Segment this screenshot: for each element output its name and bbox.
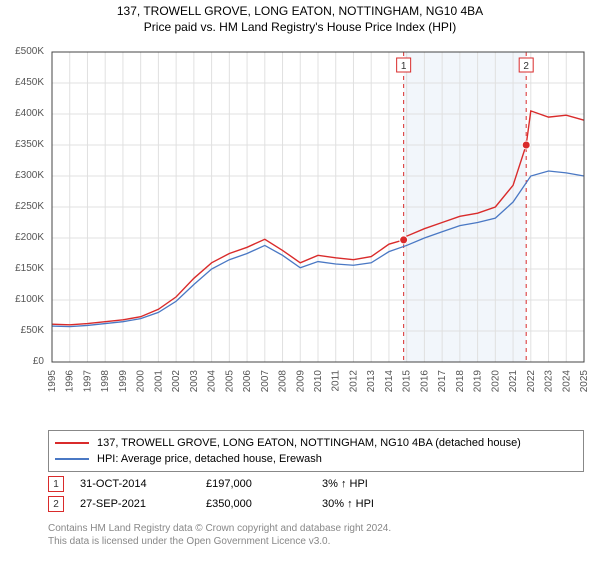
svg-text:2025: 2025 xyxy=(579,370,588,393)
legend-swatch xyxy=(55,442,89,444)
svg-text:2000: 2000 xyxy=(136,370,147,393)
chart-title-line2: Price paid vs. HM Land Registry's House … xyxy=(0,20,600,34)
svg-text:2001: 2001 xyxy=(153,370,164,393)
svg-text:2006: 2006 xyxy=(242,370,253,393)
y-axis-label: £0 xyxy=(0,356,44,367)
footer-line2: This data is licensed under the Open Gov… xyxy=(48,535,391,548)
event-delta: 3% ↑ HPI xyxy=(322,478,368,490)
footer-attribution: Contains HM Land Registry data © Crown c… xyxy=(48,522,391,548)
event-price: £350,000 xyxy=(206,498,306,510)
legend-swatch xyxy=(55,458,89,460)
svg-text:2024: 2024 xyxy=(561,370,572,393)
events-table: 1 31-OCT-2014 £197,000 3% ↑ HPI 2 27-SEP… xyxy=(48,474,584,514)
svg-text:2015: 2015 xyxy=(402,370,413,393)
svg-text:2: 2 xyxy=(523,61,529,72)
y-axis-label: £200K xyxy=(0,232,44,243)
svg-text:2012: 2012 xyxy=(348,370,359,393)
svg-text:1998: 1998 xyxy=(100,370,111,393)
svg-text:1996: 1996 xyxy=(65,370,76,393)
svg-text:2013: 2013 xyxy=(366,370,377,393)
legend-label: 137, TROWELL GROVE, LONG EATON, NOTTINGH… xyxy=(97,437,521,449)
svg-text:2017: 2017 xyxy=(437,370,448,393)
y-axis-label: £50K xyxy=(0,325,44,336)
svg-text:2002: 2002 xyxy=(171,370,182,393)
svg-text:2020: 2020 xyxy=(490,370,501,393)
y-axis-label: £300K xyxy=(0,170,44,181)
y-axis-label: £450K xyxy=(0,77,44,88)
y-axis-label: £350K xyxy=(0,139,44,150)
svg-text:2009: 2009 xyxy=(295,370,306,393)
chart-title-line1: 137, TROWELL GROVE, LONG EATON, NOTTINGH… xyxy=(0,4,600,18)
event-price: £197,000 xyxy=(206,478,306,490)
event-badge: 2 xyxy=(48,496,64,512)
svg-text:2023: 2023 xyxy=(544,370,555,393)
legend-item: HPI: Average price, detached house, Erew… xyxy=(55,451,577,467)
svg-text:2007: 2007 xyxy=(260,370,271,393)
event-row: 2 27-SEP-2021 £350,000 30% ↑ HPI xyxy=(48,494,584,514)
svg-text:1: 1 xyxy=(401,61,407,72)
y-axis-label: £100K xyxy=(0,294,44,305)
y-axis-label: £400K xyxy=(0,108,44,119)
svg-text:2011: 2011 xyxy=(331,370,342,392)
svg-text:2010: 2010 xyxy=(313,370,324,393)
svg-text:2008: 2008 xyxy=(278,370,289,393)
event-date: 27-SEP-2021 xyxy=(80,498,190,510)
svg-text:1995: 1995 xyxy=(48,370,58,393)
event-row: 1 31-OCT-2014 £197,000 3% ↑ HPI xyxy=(48,474,584,494)
legend-item: 137, TROWELL GROVE, LONG EATON, NOTTINGH… xyxy=(55,435,577,451)
svg-text:2019: 2019 xyxy=(473,370,484,393)
y-axis-label: £150K xyxy=(0,263,44,274)
event-date: 31-OCT-2014 xyxy=(80,478,190,490)
svg-text:2016: 2016 xyxy=(419,370,430,393)
footer-line1: Contains HM Land Registry data © Crown c… xyxy=(48,522,391,535)
event-badge: 1 xyxy=(48,476,64,492)
event-delta: 30% ↑ HPI xyxy=(322,498,374,510)
svg-text:2021: 2021 xyxy=(508,370,519,393)
svg-text:1997: 1997 xyxy=(82,370,93,393)
y-axis-label: £500K xyxy=(0,46,44,57)
svg-text:2004: 2004 xyxy=(207,370,218,393)
svg-text:2018: 2018 xyxy=(455,370,466,393)
line-chart: 1995 1996 1997 1998 1999 2000 2001 2002 2003 2004… xyxy=(48,48,588,408)
legend: 137, TROWELL GROVE, LONG EATON, NOTTINGH… xyxy=(48,430,584,472)
svg-text:1999: 1999 xyxy=(118,370,129,393)
svg-text:2003: 2003 xyxy=(189,370,200,393)
svg-text:2014: 2014 xyxy=(384,370,395,393)
legend-label: HPI: Average price, detached house, Erew… xyxy=(97,453,322,465)
svg-text:2022: 2022 xyxy=(526,370,537,393)
y-axis-label: £250K xyxy=(0,201,44,212)
chart-area: 1995 1996 1997 1998 1999 2000 2001 2002 2003 2004… xyxy=(48,48,588,408)
svg-text:2005: 2005 xyxy=(224,370,235,393)
page-root: 137, TROWELL GROVE, LONG EATON, NOTTINGH… xyxy=(0,4,600,564)
